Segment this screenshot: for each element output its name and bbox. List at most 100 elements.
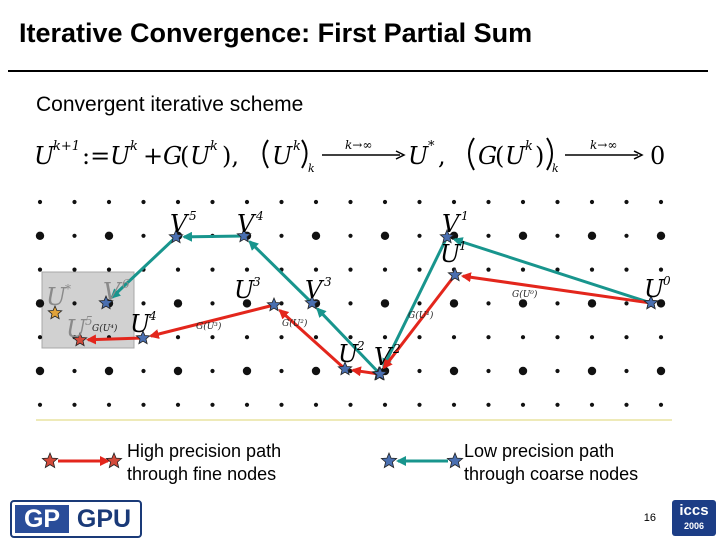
fine-node — [417, 199, 422, 205]
svg-text:(: ( — [495, 142, 504, 170]
legend-star — [380, 451, 398, 469]
coarse-node — [104, 366, 114, 376]
label-u1-sup: 1 — [459, 239, 467, 253]
coarse-node — [518, 299, 528, 308]
label-v1: V — [442, 210, 462, 238]
fine-node — [37, 402, 43, 407]
fine-node — [555, 301, 560, 306]
formula-g: G — [163, 142, 182, 170]
svg-text:): ) — [535, 142, 544, 170]
fine-node — [520, 199, 526, 205]
gpgpu-logo-part2: GPU — [76, 505, 132, 533]
svg-text:(: ( — [180, 142, 189, 170]
fine-node — [348, 402, 353, 407]
slide-title: Iterative Convergence: First Partial Sum — [19, 18, 533, 48]
label-g-u4: G(U⁴) — [92, 323, 118, 334]
paths — [47, 227, 659, 381]
fine-node — [555, 267, 560, 272]
coarse-path-segment — [452, 237, 652, 305]
fine-node — [417, 402, 422, 407]
coarse-node — [449, 366, 459, 376]
fine-node — [72, 199, 77, 205]
fine-node — [589, 267, 595, 272]
limit2-result: 0 — [650, 142, 665, 170]
iccs-logo-year: 2006 — [683, 521, 705, 531]
fine-node — [486, 335, 491, 340]
formula-rhs-sup: k — [130, 139, 138, 154]
fine-node — [313, 402, 319, 407]
label-v2-sup: 2 — [392, 342, 401, 356]
convergence-diagram: U k+1 := U k + G ( U k ), U k k k→∞ U * … — [34, 137, 672, 469]
legend-star — [105, 451, 123, 469]
label-u4: U — [130, 310, 151, 338]
coarse-path-segment — [316, 307, 382, 376]
fine-node — [451, 199, 457, 205]
fine-path-segment — [148, 303, 275, 339]
legend-coarse-label: Low precision path through coarse nodes — [464, 440, 638, 486]
fine-node — [382, 335, 388, 340]
limit2-g: G — [478, 142, 497, 170]
fine-node — [658, 199, 664, 205]
fine-node — [417, 267, 422, 272]
fine-node — [555, 368, 560, 374]
coarse-node — [587, 366, 597, 376]
gpgpu-logo-part1: GP — [15, 505, 69, 533]
legend-fine-line2: through fine nodes — [127, 464, 277, 484]
fine-path-segment — [278, 309, 347, 371]
fine-node — [279, 402, 284, 407]
coarse-node — [242, 299, 252, 308]
coarse-path-segment — [248, 240, 314, 305]
limit2-sub: k — [552, 162, 559, 175]
fine-node — [624, 267, 629, 272]
fine-node — [72, 267, 77, 272]
label-u3: U — [234, 276, 255, 304]
fine-node — [589, 199, 595, 205]
fine-path-segment — [460, 272, 652, 305]
fine-node — [141, 402, 146, 407]
coarse-node — [587, 231, 597, 240]
fine-node — [279, 233, 284, 238]
fine-node — [210, 301, 215, 306]
fine-node — [106, 402, 112, 407]
fine-path-segment — [86, 334, 144, 345]
fine-node — [417, 368, 422, 374]
fine-node — [589, 402, 595, 407]
label-g-u3: G(U³) — [196, 321, 222, 332]
legend-coarse-path — [380, 451, 464, 469]
fine-node — [141, 301, 146, 306]
label-u0: U — [644, 275, 665, 303]
coarse-star — [98, 294, 114, 310]
coarse-star — [236, 227, 252, 243]
fine-node — [589, 335, 595, 340]
coarse-node — [311, 231, 321, 240]
fine-node — [37, 335, 43, 340]
fine-node — [175, 335, 181, 340]
fine-node — [244, 267, 250, 272]
legend-coarse-star-end — [446, 451, 464, 469]
gpgpu-logo: GP GPU — [10, 500, 142, 538]
fine-node — [486, 267, 491, 272]
fine-node — [348, 233, 353, 238]
fine-node — [72, 301, 77, 306]
limit1-sub: k — [308, 162, 315, 175]
fine-node — [175, 267, 181, 272]
legend-coarse-star-start — [380, 451, 398, 469]
page-number: 16 — [643, 512, 656, 524]
fine-node — [244, 335, 250, 340]
legend-star — [41, 451, 59, 469]
label-u0-sup: 0 — [663, 274, 671, 288]
fine-node — [106, 199, 112, 205]
coarse-star — [168, 228, 184, 244]
label-g-u2: G(U²) — [282, 318, 308, 329]
fine-node — [520, 335, 526, 340]
fine-node — [313, 335, 319, 340]
label-g-u0: G(U⁰) — [512, 289, 538, 300]
fine-node — [417, 233, 422, 238]
coarse-node — [242, 366, 252, 376]
fine-node — [417, 301, 422, 306]
label-g-u1: G(U¹) — [408, 310, 434, 321]
fine-node — [279, 335, 284, 340]
label-u5: U — [66, 315, 87, 343]
formula-lhs: U — [34, 142, 55, 170]
